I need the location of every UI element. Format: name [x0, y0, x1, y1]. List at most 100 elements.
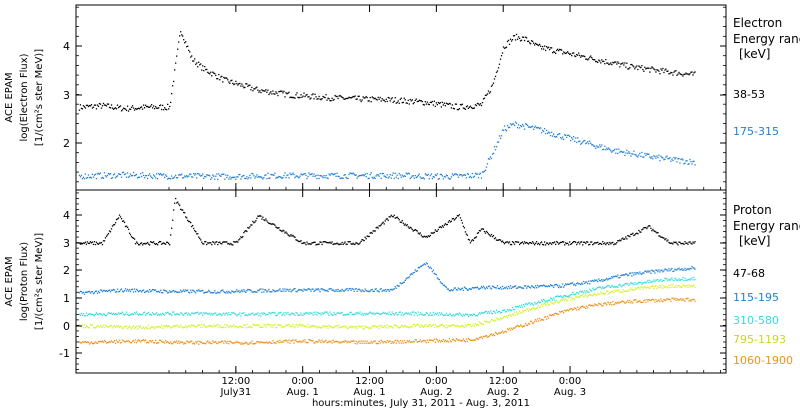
data-point: [83, 324, 86, 326]
data-point: [614, 276, 616, 278]
data-point: [641, 283, 643, 285]
data-point: [270, 173, 272, 176]
data-point: [207, 174, 209, 176]
data-point: [637, 300, 639, 303]
data-point: [332, 99, 334, 101]
data-point: [472, 107, 475, 110]
data-point: [567, 309, 569, 311]
data-point: [524, 285, 527, 287]
data-point: [403, 281, 405, 283]
data-point: [680, 268, 682, 271]
data-point: [558, 295, 560, 298]
data-point: [89, 324, 92, 326]
data-point: [119, 312, 122, 315]
data-point: [643, 226, 645, 229]
data-point: [229, 314, 231, 316]
data-point: [498, 63, 501, 65]
data-point: [288, 339, 290, 341]
data-point: [581, 241, 583, 243]
data-point: [114, 342, 117, 344]
data-point: [486, 231, 489, 234]
data-point: [231, 312, 233, 314]
data-point: [532, 307, 535, 310]
data-point: [631, 233, 633, 236]
data-point: [126, 226, 129, 229]
data-point: [424, 313, 426, 316]
data-point: [301, 96, 303, 99]
data-point: [155, 290, 158, 293]
data-point: [682, 75, 684, 77]
data-point: [223, 326, 225, 329]
data-point: [590, 294, 592, 296]
data-point: [146, 327, 149, 330]
data-point: [280, 341, 282, 343]
data-point: [297, 240, 299, 242]
data-point: [274, 312, 276, 314]
data-point: [133, 175, 136, 177]
data-point: [278, 312, 280, 314]
data-point: [370, 172, 372, 174]
data-point: [659, 271, 661, 273]
data-point: [78, 341, 81, 343]
data-point: [539, 242, 542, 244]
data-point: [135, 173, 138, 176]
data-point: [440, 324, 443, 326]
data-point: [269, 177, 271, 179]
data-point: [141, 313, 144, 316]
data-point: [131, 105, 134, 107]
data-point: [674, 268, 676, 270]
data-point: [467, 289, 470, 291]
data-point: [444, 285, 447, 288]
data-point: [635, 66, 637, 68]
data-point: [181, 209, 183, 211]
data-point: [295, 311, 297, 314]
data-point: [169, 105, 171, 108]
data-point: [120, 176, 123, 178]
data-point: [187, 219, 189, 222]
data-point: [201, 341, 203, 343]
legend-title-line: [keV]: [739, 47, 770, 61]
data-point: [106, 290, 109, 293]
data-point: [307, 243, 309, 245]
data-point: [446, 103, 449, 105]
data-point: [328, 98, 330, 100]
data-point: [110, 228, 113, 230]
data-point: [458, 288, 461, 290]
data-point: [491, 313, 494, 315]
data-point: [253, 88, 255, 90]
data-point: [521, 306, 524, 308]
data-point: [534, 303, 537, 305]
data-point: [356, 290, 358, 292]
data-point: [414, 174, 416, 177]
data-point: [591, 241, 593, 243]
data-point: [385, 176, 387, 179]
data-point: [596, 287, 598, 290]
data-point: [361, 99, 363, 101]
data-point: [133, 341, 136, 344]
data-point: [550, 131, 553, 133]
data-point: [238, 83, 240, 85]
data-point: [131, 288, 134, 291]
data-point: [301, 242, 303, 245]
data-point: [180, 174, 182, 176]
data-point: [501, 285, 504, 288]
data-point: [437, 341, 440, 343]
data-point: [690, 71, 692, 73]
data-point: [204, 325, 206, 327]
data-point: [513, 243, 516, 245]
data-point: [540, 299, 543, 301]
data-point: [303, 341, 305, 343]
data-point: [363, 97, 365, 99]
data-point: [382, 342, 384, 344]
data-point: [348, 173, 350, 176]
data-point: [439, 173, 442, 176]
data-point: [414, 339, 416, 341]
data-point: [419, 100, 421, 102]
data-point: [582, 244, 584, 246]
data-point: [92, 327, 95, 329]
data-point: [643, 156, 645, 158]
data-point: [100, 241, 103, 244]
data-point: [111, 341, 114, 343]
data-point: [568, 52, 570, 55]
data-point: [280, 90, 282, 92]
